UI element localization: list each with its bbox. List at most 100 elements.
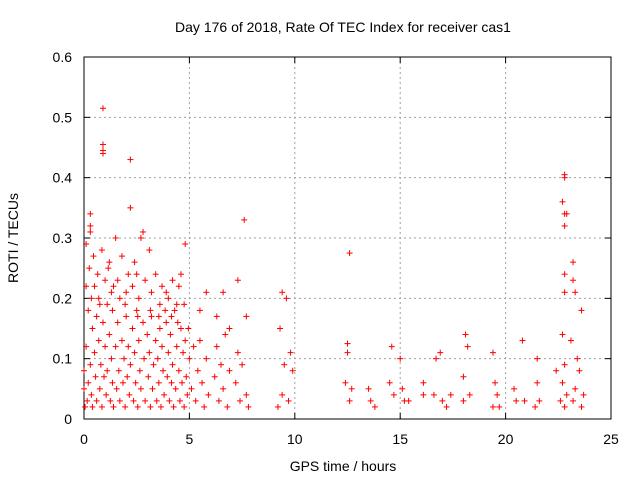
data-point bbox=[121, 355, 128, 362]
data-point bbox=[110, 283, 117, 290]
data-point bbox=[166, 397, 173, 404]
data-point bbox=[95, 337, 102, 344]
data-point bbox=[174, 319, 181, 326]
data-point bbox=[388, 343, 395, 350]
data-point bbox=[182, 241, 189, 248]
data-point bbox=[211, 373, 218, 380]
data-point bbox=[234, 349, 241, 356]
data-point bbox=[97, 361, 104, 368]
x-tick-label: 0 bbox=[80, 431, 88, 447]
data-point bbox=[132, 379, 139, 386]
data-point bbox=[213, 313, 220, 320]
data-point bbox=[561, 289, 568, 296]
data-point bbox=[183, 373, 190, 380]
data-point bbox=[176, 397, 183, 404]
x-tick-label: 5 bbox=[186, 431, 194, 447]
data-point bbox=[175, 283, 182, 290]
data-point bbox=[99, 141, 106, 148]
data-point bbox=[127, 361, 134, 368]
data-point bbox=[420, 379, 427, 386]
data-point bbox=[397, 355, 404, 362]
data-point bbox=[98, 403, 105, 410]
data-point bbox=[113, 385, 120, 392]
data-point bbox=[437, 349, 444, 356]
data-point bbox=[106, 259, 113, 266]
data-point bbox=[274, 403, 281, 410]
data-point bbox=[91, 283, 98, 290]
data-point bbox=[173, 301, 180, 308]
data-point bbox=[162, 307, 169, 314]
data-point bbox=[104, 367, 111, 374]
data-point bbox=[279, 391, 286, 398]
data-point bbox=[222, 331, 229, 338]
data-point bbox=[344, 349, 351, 356]
data-point bbox=[83, 241, 90, 248]
data-point bbox=[243, 391, 250, 398]
data-point bbox=[106, 331, 113, 338]
data-point bbox=[168, 313, 175, 320]
data-point bbox=[83, 343, 90, 350]
data-point bbox=[561, 174, 568, 181]
data-point bbox=[177, 271, 184, 278]
y-axis-label: ROTI / TECUs bbox=[5, 193, 21, 283]
data-point bbox=[129, 283, 136, 290]
y-tick-label: 0.2 bbox=[53, 290, 73, 306]
data-point bbox=[93, 397, 100, 404]
data-point bbox=[570, 397, 577, 404]
data-point bbox=[107, 397, 114, 404]
data-point bbox=[116, 295, 123, 302]
data-point bbox=[102, 343, 109, 350]
data-point bbox=[218, 361, 225, 368]
data-point bbox=[125, 343, 132, 350]
data-point bbox=[141, 355, 148, 362]
data-point bbox=[344, 340, 351, 347]
data-point bbox=[148, 289, 155, 296]
data-point bbox=[175, 367, 182, 374]
data-point bbox=[572, 289, 579, 296]
data-point bbox=[125, 271, 132, 278]
data-point bbox=[365, 385, 372, 392]
data-point bbox=[578, 307, 585, 314]
data-point bbox=[160, 367, 167, 374]
data-point bbox=[346, 250, 353, 257]
data-point bbox=[386, 379, 393, 386]
data-point bbox=[553, 367, 560, 374]
data-point bbox=[185, 325, 192, 332]
data-point bbox=[576, 367, 583, 374]
data-point bbox=[179, 379, 186, 386]
data-point bbox=[129, 325, 136, 332]
data-point bbox=[91, 349, 98, 356]
data-point bbox=[203, 355, 210, 362]
data-point bbox=[563, 391, 570, 398]
data-point bbox=[104, 301, 111, 308]
data-point bbox=[281, 361, 288, 368]
data-point bbox=[137, 385, 144, 392]
data-point bbox=[226, 367, 233, 374]
data-point bbox=[158, 343, 165, 350]
data-point bbox=[460, 397, 467, 404]
data-point bbox=[110, 403, 117, 410]
data-point bbox=[561, 271, 568, 278]
data-point bbox=[420, 391, 427, 398]
data-point bbox=[572, 385, 579, 392]
data-point bbox=[180, 349, 187, 356]
data-point bbox=[489, 403, 496, 410]
data-point bbox=[142, 397, 149, 404]
data-point bbox=[559, 379, 566, 386]
data-point bbox=[287, 349, 294, 356]
data-point bbox=[145, 373, 152, 380]
data-point bbox=[241, 216, 248, 223]
plot-frame bbox=[83, 56, 612, 420]
data-point bbox=[93, 313, 100, 320]
x-tick-label: 20 bbox=[498, 431, 514, 447]
data-point bbox=[118, 253, 125, 260]
data-point bbox=[536, 397, 543, 404]
data-point bbox=[154, 355, 161, 362]
data-point bbox=[146, 247, 153, 254]
data-point bbox=[196, 337, 203, 344]
data-point bbox=[236, 397, 243, 404]
data-point bbox=[559, 331, 566, 338]
data-point bbox=[224, 403, 231, 410]
data-point bbox=[152, 337, 159, 344]
data-point bbox=[570, 277, 577, 284]
